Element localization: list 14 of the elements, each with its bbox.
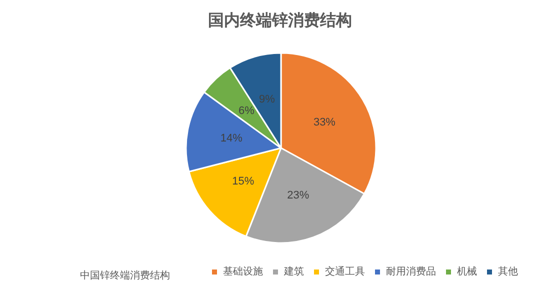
legend-label: 交通工具	[325, 266, 365, 278]
data-label: 23%	[287, 190, 310, 202]
legend-title: 中国锌终端消费结构	[80, 270, 170, 282]
data-label: 9%	[258, 94, 276, 106]
chart-title: 国内终端锌消费结构	[208, 12, 352, 30]
data-label: 6%	[238, 105, 255, 118]
legend-label: 耐用消费品	[386, 266, 436, 278]
data-label: 33%	[313, 116, 336, 128]
data-label: 15%	[232, 175, 254, 188]
legend-label: 其他	[498, 266, 518, 278]
legend-label: 建筑	[283, 266, 304, 278]
legend-label: 机械	[457, 266, 477, 278]
legend-label: 基础设施	[223, 266, 263, 278]
data-label: 14%	[220, 132, 243, 145]
